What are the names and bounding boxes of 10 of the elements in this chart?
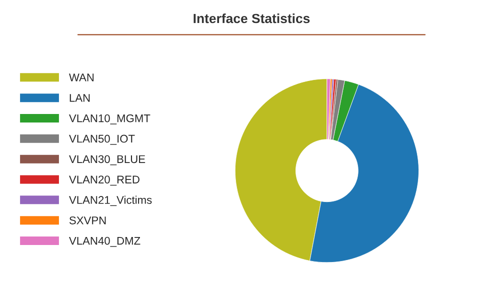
legend-label: VLAN50_IOT <box>68 134 135 145</box>
legend-label: WAN <box>68 74 94 82</box>
legend-label: VLAN30_BLUE <box>68 155 146 166</box>
chart-title: Interface Statistics <box>194 13 310 24</box>
legend-label: SXVPN <box>69 216 106 224</box>
legend-label: VLAN21_Victims <box>68 196 152 206</box>
legend-label: VLAN10_MGMT <box>68 114 150 124</box>
legend-label: VLAN20_RED <box>68 176 140 186</box>
legend-label: VLAN40_DMZ <box>68 236 140 247</box>
legend-label: LAN <box>70 94 90 102</box>
